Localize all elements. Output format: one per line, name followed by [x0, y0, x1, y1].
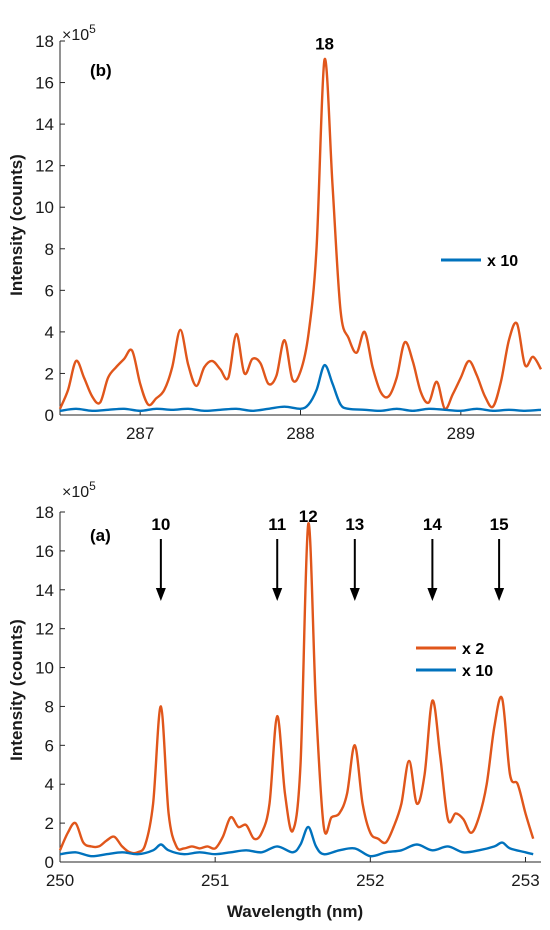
y-tick-label: 18 — [35, 503, 54, 522]
panel-a-legend: x 2 x 10 — [416, 641, 493, 680]
panel-a-multiplier: ×105 — [62, 479, 96, 501]
panel-b: ×105 (b) Intensity (counts) 0 2 4 6 8 10 12 14 1… — [7, 22, 543, 443]
x-tick-label: 287 — [126, 424, 154, 443]
series-line-0 — [58, 522, 535, 855]
peak-label: 10 — [151, 515, 170, 534]
panel-a-annotations: 10 11 12 13 14 15 — [151, 507, 509, 601]
panel-a-axes: 0 2 4 6 8 10 12 14 16 18 250 251 252 253 — [35, 503, 541, 890]
series-line-1 — [59, 825, 534, 858]
panel-b-axes: 0 2 4 6 8 10 12 14 16 18 287 288 289 — [35, 32, 541, 443]
arrow-head — [349, 588, 360, 601]
y-tick-label: 10 — [35, 659, 54, 678]
y-tick-label: 16 — [35, 74, 54, 93]
peak-label: 14 — [423, 515, 442, 534]
y-tick-label: 16 — [35, 542, 54, 561]
panel-b-legend: x 10 — [441, 253, 518, 270]
panel-b-ylabel: Intensity (counts) — [7, 154, 26, 296]
panel-a-xlabel: Wavelength (nm) — [227, 902, 363, 921]
panel-b-multiplier: ×105 — [62, 22, 96, 44]
x-tick-label: 253 — [511, 871, 539, 890]
y-tick-label: 0 — [45, 853, 54, 872]
x-tick-label: 289 — [447, 424, 475, 443]
panel-a-label: (a) — [90, 526, 111, 545]
y-tick-label: 8 — [45, 697, 54, 716]
peak-label: 13 — [345, 515, 364, 534]
peak-label: 12 — [299, 507, 318, 526]
peak-label: 11 — [268, 515, 286, 534]
x-tick-label: 252 — [356, 871, 384, 890]
arrow-head — [427, 588, 438, 601]
panel-b-annotations: 18 — [315, 35, 334, 54]
y-tick-label: 14 — [35, 581, 54, 600]
x-tick-label: 251 — [201, 871, 229, 890]
y-tick-label: 8 — [45, 240, 54, 259]
y-tick-label: 4 — [45, 775, 54, 794]
y-tick-label: 4 — [45, 323, 54, 342]
panel-a-series — [58, 522, 535, 858]
y-tick-label: 18 — [35, 32, 54, 51]
y-tick-label: 2 — [45, 814, 54, 833]
y-tick-label: 0 — [45, 406, 54, 425]
series-line-1 — [59, 363, 542, 413]
legend-label: x 10 — [462, 663, 493, 680]
y-tick-label: 10 — [35, 198, 54, 217]
panel-b-label: (b) — [90, 61, 112, 80]
arrow-head — [494, 588, 505, 601]
panel-a: ×105 (a) Intensity (counts) Wavelength (… — [7, 479, 541, 921]
y-tick-label: 12 — [35, 620, 54, 639]
arrow-head — [272, 588, 283, 601]
legend-label: x 2 — [462, 641, 484, 658]
y-tick-label: 2 — [45, 364, 54, 383]
panel-a-ylabel: Intensity (counts) — [7, 619, 26, 761]
y-tick-label: 6 — [45, 281, 54, 300]
x-tick-label: 250 — [46, 871, 74, 890]
series-line-0 — [58, 57, 543, 411]
arrow-head — [155, 588, 166, 601]
y-tick-label: 14 — [35, 115, 54, 134]
y-tick-label: 12 — [35, 157, 54, 176]
legend-label: x 10 — [487, 253, 518, 270]
x-tick-label: 288 — [286, 424, 314, 443]
peak-label: 18 — [315, 35, 334, 54]
y-tick-label: 6 — [45, 736, 54, 755]
panel-b-series — [58, 57, 543, 413]
peak-label: 15 — [490, 515, 509, 534]
